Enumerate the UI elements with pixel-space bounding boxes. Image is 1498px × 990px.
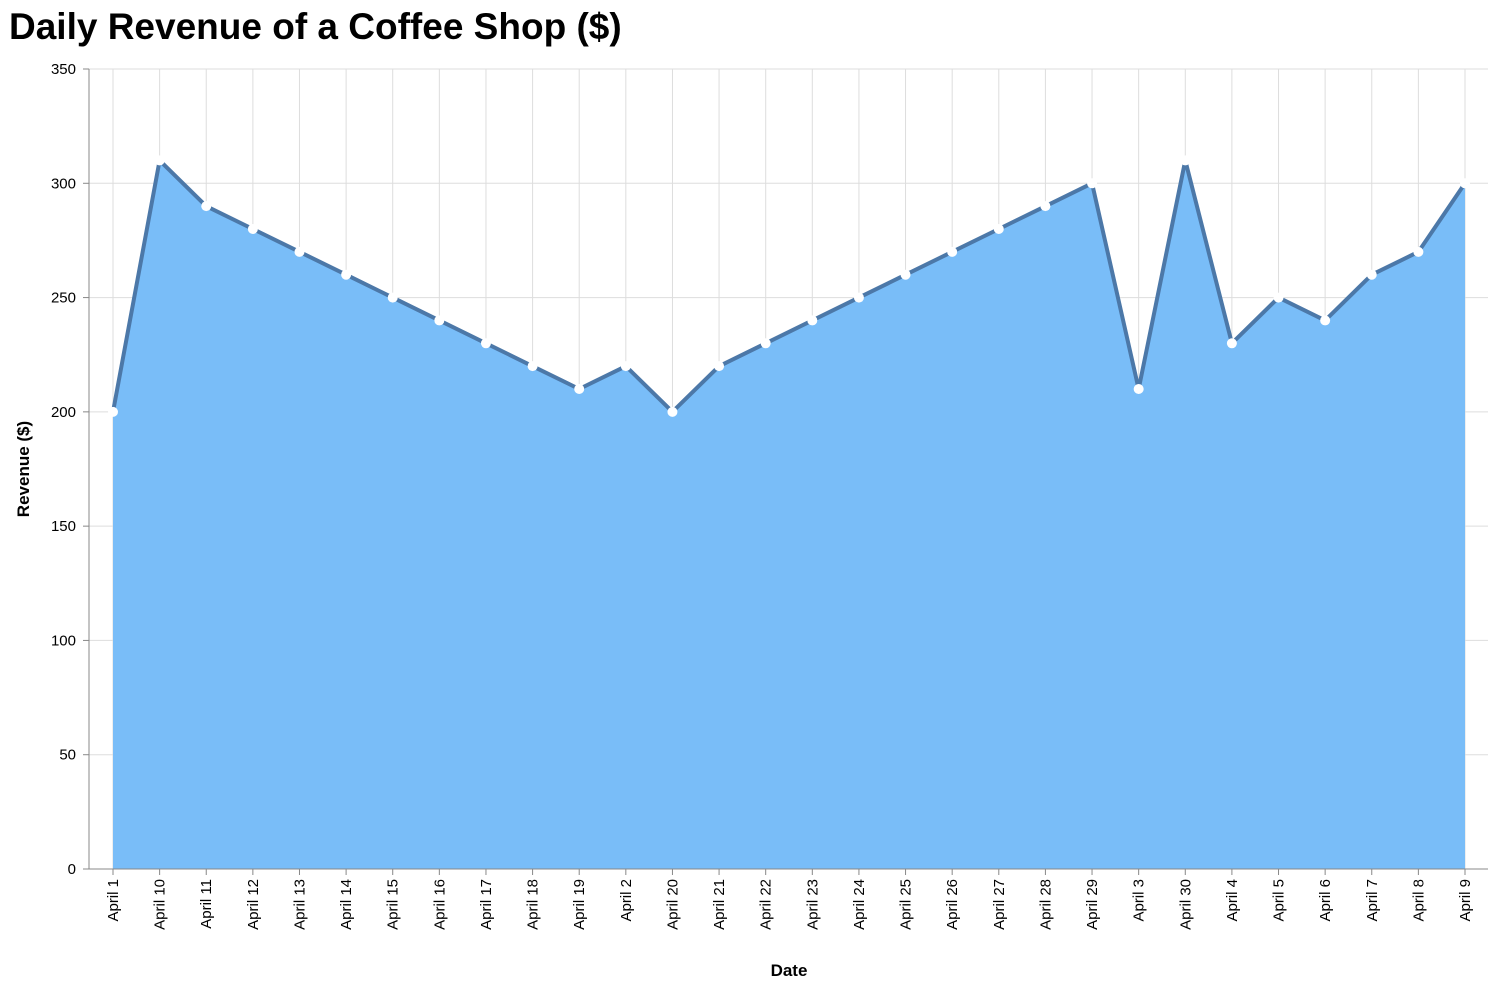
x-tick-label: April 9 <box>1457 879 1474 922</box>
data-point <box>247 224 258 234</box>
x-tick-label: April 1 <box>105 879 122 922</box>
x-tick-label: April 11 <box>198 879 215 929</box>
data-point <box>853 292 864 303</box>
x-tick-label: April 27 <box>991 879 1008 930</box>
data-point <box>434 315 445 326</box>
data-point <box>1413 246 1424 257</box>
x-tick-label: April 15 <box>385 879 402 930</box>
data-point <box>154 155 165 166</box>
data-point <box>760 338 771 349</box>
data-point <box>1320 315 1331 326</box>
y-tick-label: 250 <box>51 290 76 307</box>
data-point <box>1366 269 1377 280</box>
data-point <box>574 384 585 394</box>
axes: 0 50 100 150 200 250 300 350 April 1 April 10 Apri… <box>51 61 1488 930</box>
data-point <box>1226 338 1237 349</box>
data-point <box>947 246 958 257</box>
x-tick-label: April 3 <box>1131 879 1148 922</box>
y-axis-title: Revenue ($) <box>14 421 33 517</box>
x-tick-label: April 2 <box>618 879 635 922</box>
x-tick-label: April 22 <box>758 879 775 930</box>
data-point <box>667 406 678 417</box>
data-point <box>387 292 398 303</box>
y-tick-label: 0 <box>68 861 76 878</box>
x-tick-label: April 24 <box>851 879 868 930</box>
data-point <box>1133 384 1144 394</box>
x-tick-label: April 12 <box>245 879 262 930</box>
x-tick-label: April 6 <box>1317 879 1334 922</box>
x-tick-label: April 21 <box>711 879 728 930</box>
y-tick-label: 300 <box>51 175 76 192</box>
data-point <box>993 224 1004 234</box>
x-tick-label: April 19 <box>571 879 588 930</box>
x-tick-label: April 4 <box>1224 879 1241 922</box>
data-point <box>1087 178 1098 189</box>
x-tick-label: April 8 <box>1410 879 1427 922</box>
y-tick-label: 350 <box>51 61 76 78</box>
x-tick-label: April 14 <box>338 879 355 930</box>
data-point <box>480 338 491 349</box>
x-tick-label: April 23 <box>804 879 821 930</box>
x-tick-label: April 10 <box>152 879 169 930</box>
data-point <box>900 269 911 280</box>
revenue-area <box>113 160 1465 869</box>
data-point <box>201 201 212 212</box>
area-series <box>111 158 1467 869</box>
data-point <box>714 361 725 372</box>
y-tick-label: 150 <box>51 518 76 535</box>
x-tick-label: April 26 <box>944 879 961 930</box>
y-tick-label: 50 <box>59 747 76 764</box>
x-tick-label: April 18 <box>525 879 542 930</box>
data-points <box>108 155 1470 417</box>
x-tick-label: April 16 <box>431 879 448 930</box>
revenue-line <box>111 158 1467 414</box>
chart-title: Daily Revenue of a Coffee Shop ($) <box>9 6 622 47</box>
x-tick-label: April 17 <box>478 879 495 930</box>
x-tick-label: April 20 <box>664 879 681 930</box>
data-point <box>620 361 631 372</box>
y-tick-label: 100 <box>51 632 76 649</box>
data-point <box>1040 201 1051 212</box>
x-tick-label: April 7 <box>1364 879 1381 922</box>
x-tick-label: April 25 <box>898 879 915 930</box>
x-tick-label: April 30 <box>1177 879 1194 930</box>
data-point <box>527 361 538 372</box>
data-point <box>294 246 305 257</box>
data-point <box>341 269 352 280</box>
x-tick-label: April 13 <box>291 879 308 930</box>
x-tick-label: April 29 <box>1084 879 1101 930</box>
x-axis-title: Date <box>771 961 808 980</box>
data-point <box>807 315 818 326</box>
data-point <box>1180 155 1191 166</box>
x-tick-label: April 5 <box>1271 879 1288 922</box>
data-point <box>1273 292 1284 303</box>
data-point <box>108 406 118 417</box>
y-tick-label: 200 <box>51 404 76 421</box>
x-tick-label: April 28 <box>1037 879 1054 930</box>
data-point <box>1460 178 1470 189</box>
